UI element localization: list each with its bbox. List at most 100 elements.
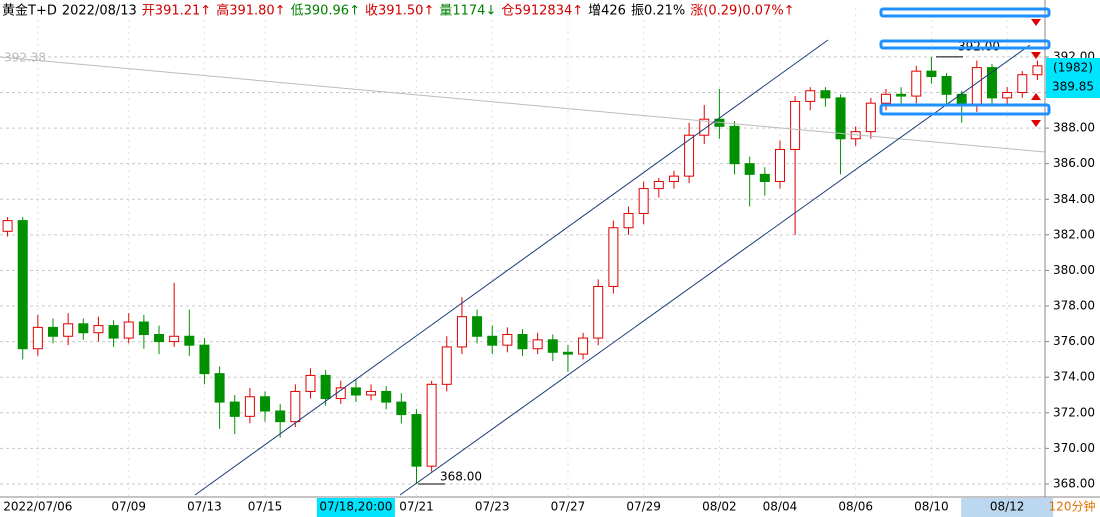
candle-body [729,125,740,165]
candle-body [986,67,997,99]
candle-body [108,325,119,339]
y-tick-label: 368.00 [1053,476,1095,490]
candle-body [244,396,255,417]
candle-body [17,220,28,350]
x-tick-label: 08/02 [702,500,737,514]
x-tick-label: 07/29 [626,500,661,514]
header-item: 仓5912834↑ [501,4,583,19]
arrow-marker [1031,19,1041,127]
candle-body [532,339,543,350]
candle-body [684,134,695,177]
candle-body [820,90,831,99]
candle-body [835,97,846,140]
candle-body [608,227,619,287]
x-tick-label: 2022/07/06 [3,500,72,514]
marker-box [879,7,1051,18]
candle-body [335,387,346,400]
candle-body [93,325,104,334]
candle-body [169,335,180,343]
header-item: 低390.96↑ [291,4,360,19]
x-tick-label: 07/23 [475,500,510,514]
x-tick-label: 07/15 [248,500,283,514]
x-tick-label: 08/10 [914,500,949,514]
candle-body [411,414,422,467]
candle-body [487,335,498,346]
highlight-box [961,498,1054,517]
plot: 368.00 370.00 372.00 374.00 376.00 378.00 380.… [0,8,1100,517]
annotation-label: 392.00 [958,39,1000,53]
candle-body [547,339,558,353]
candle-body [441,346,452,385]
candle-body [123,321,134,339]
candle-body [653,180,664,190]
x-tick-label: 07/09 [111,500,146,514]
drawn-line [0,56,1046,153]
x-tick-label: 07/13 [187,500,222,514]
candle-body [623,213,634,229]
candle-body [699,118,710,136]
y-tick-label: 370.00 [1053,441,1095,455]
candle-body [63,323,74,337]
cursor-price: 389.85 [1052,80,1094,94]
y-tick-label: 382.00 [1053,227,1095,241]
candle-body [320,374,331,400]
candle-body [396,401,407,416]
candle-body [305,374,316,392]
y-tick-label: 374.00 [1053,370,1095,384]
candle-body [290,390,301,423]
x-tick-label: 08/04 [763,500,798,514]
header-item: 高391.80↑ [216,3,285,19]
candle-body [381,390,392,403]
cursor-count: (1982) [1053,61,1093,75]
candle-body [229,401,240,417]
x-tick-label: 07/27 [551,500,586,514]
candle-body [138,321,149,335]
header-item: 2022/08/13 [62,4,137,19]
marker-box [879,39,1051,50]
y-tick-label: 376.00 [1053,334,1095,348]
candle-body [774,148,785,182]
candle-body [350,387,361,396]
candle-body [880,93,891,104]
candle-body [1017,74,1028,94]
candle-body [1002,92,1013,99]
y-tick-label: 380.00 [1053,263,1095,277]
header-item: 涨(0.29)0.07%↑ [690,4,794,19]
candle-body [199,344,210,375]
x-tick-label: 07/18,20:00 [319,500,392,514]
candle-body [2,220,13,232]
candle-body [426,383,437,467]
candle-body [971,67,982,106]
header: 黄金T+D 2022/08/13 开391.21↑ 高391.80↑ 低390.96↑ 收… [2,3,795,19]
candle-body [668,175,679,182]
header-item: 黄金T+D [2,3,57,19]
cursor-box [1046,58,1100,98]
header-item: 增426 [588,4,626,19]
candle-body [260,396,271,412]
candle-body [184,335,195,346]
annotation-label: 368.00 [440,469,482,483]
candle-body [214,373,225,403]
candle-body [32,326,43,350]
candle-body [472,316,483,337]
candle-body [562,351,573,355]
reference-label: 392.38 [4,51,46,65]
candle-body [941,76,952,95]
candle-body [275,410,286,423]
candle-body [744,163,755,175]
y-tick-label: 378.00 [1053,299,1095,313]
candle-body [366,390,377,396]
candle-body [48,326,59,337]
candle-body [896,93,907,97]
candle-body [865,102,876,133]
candle-body [805,90,816,102]
candle-body [759,173,770,182]
x-tick-label: 07/21 [399,500,434,514]
candle-body [790,100,801,150]
y-tick-label: 386.00 [1053,156,1095,170]
candle-body [502,333,513,346]
x-tick-label: 08/06 [838,500,873,514]
y-tick-label: 388.00 [1053,121,1095,135]
y-tick-label: 384.00 [1053,192,1095,206]
